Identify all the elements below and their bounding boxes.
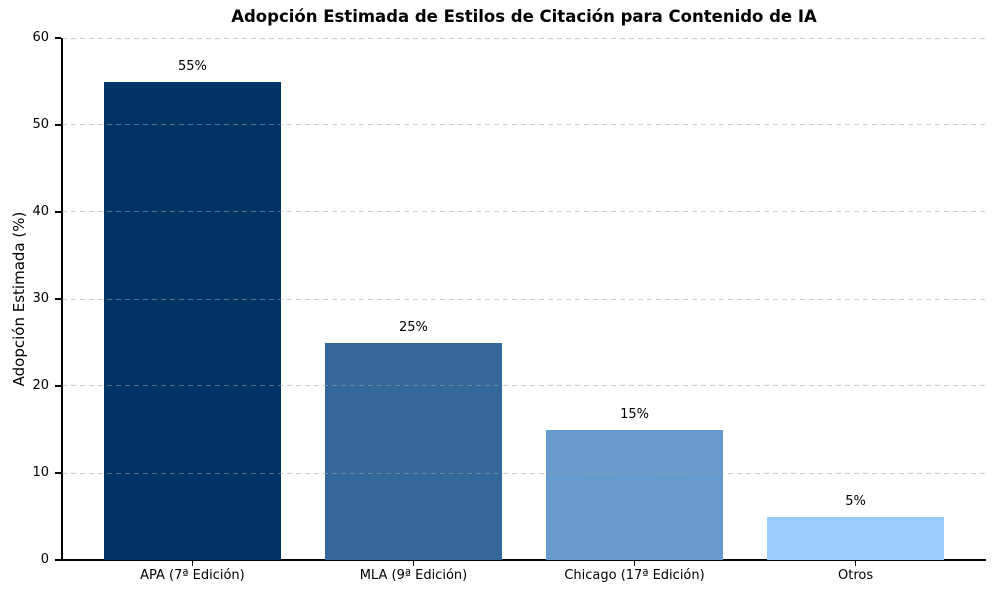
- x-tick-mark: [412, 561, 415, 566]
- y-tick-label: 10: [32, 465, 49, 480]
- bar-value-label: 15%: [620, 406, 649, 422]
- x-tick-mark: [854, 561, 857, 566]
- y-tick-mark: [55, 385, 61, 387]
- gridline: [62, 385, 986, 387]
- x-tick-mark: [633, 561, 636, 566]
- x-tick-mark: [191, 561, 194, 566]
- y-tick-mark: [55, 472, 61, 474]
- x-tick-label: APA (7ª Edición): [140, 568, 245, 583]
- gridline: [62, 211, 986, 213]
- gridline: [62, 124, 986, 126]
- y-tick-label: 0: [40, 552, 49, 567]
- bar-value-label: 5%: [845, 493, 866, 509]
- bar-APA (7ª Edición): [104, 81, 281, 560]
- bar-Chicago (17ª Edición): [546, 429, 723, 560]
- gridline: [62, 298, 986, 300]
- bar-Otros: [767, 516, 944, 560]
- bar-value-label: 25%: [399, 319, 428, 335]
- y-tick-mark: [55, 298, 61, 300]
- y-axis-spine: [61, 38, 63, 560]
- gridline: [62, 37, 986, 39]
- gridline: [62, 472, 986, 474]
- x-tick-label: Otros: [838, 568, 874, 583]
- y-tick-label: 30: [32, 291, 49, 306]
- y-tick-mark: [55, 211, 61, 213]
- y-tick-label: 20: [32, 378, 49, 393]
- y-tick-label: 40: [32, 204, 49, 219]
- y-tick-label: 50: [32, 117, 49, 132]
- x-axis-spine: [61, 559, 986, 561]
- y-tick-label: 60: [32, 30, 49, 45]
- bar-MLA (9ª Edición): [325, 342, 502, 560]
- plot-area: 55% 25% 15% 5%: [62, 37, 986, 560]
- x-tick-label: Chicago (17ª Edición): [564, 568, 705, 583]
- bar-value-label: 55%: [177, 58, 207, 74]
- x-tick-label: MLA (9ª Edición): [359, 568, 468, 583]
- y-tick-mark: [55, 37, 61, 39]
- chart-title: Adopción Estimada de Estilos de Citación…: [231, 7, 817, 26]
- y-tick-mark: [55, 124, 61, 126]
- y-tick-mark: [55, 559, 61, 561]
